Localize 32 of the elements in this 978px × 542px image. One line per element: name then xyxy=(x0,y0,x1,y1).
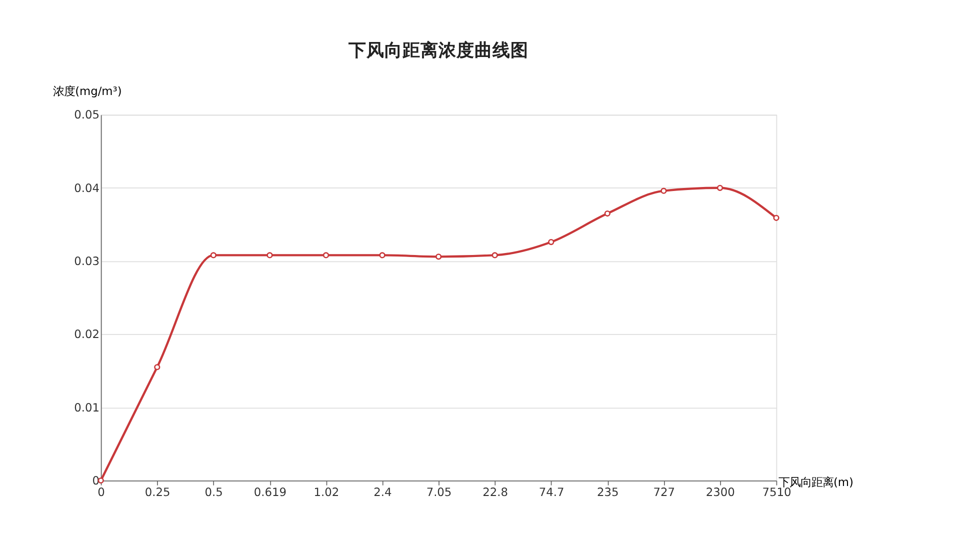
point xyxy=(773,214,780,221)
point xyxy=(322,252,330,258)
y-tick-label: 0.05 xyxy=(74,108,100,122)
x-tick-label: 1.02 xyxy=(314,484,340,499)
x-tick-label: 7.05 xyxy=(426,484,452,499)
point xyxy=(548,238,554,246)
x-tick-label: 22.8 xyxy=(482,484,508,499)
x-tick-label: 7510 xyxy=(762,484,792,499)
x-tick-label: 0.5 xyxy=(204,484,223,499)
x-tick-label: 2300 xyxy=(706,484,735,499)
point xyxy=(492,252,498,258)
y-tick-label: 0.02 xyxy=(74,327,100,342)
x-tick-label: 235 xyxy=(596,484,619,499)
x-tick-label: 2.4 xyxy=(374,484,392,499)
x-tick-label: 727 xyxy=(653,484,676,499)
y-tick-label: 0.01 xyxy=(74,400,100,414)
chart-title: 下风向距离浓度曲线图 xyxy=(348,40,529,61)
point xyxy=(266,252,273,258)
point xyxy=(210,252,216,258)
x-tick-label: 0.25 xyxy=(144,484,170,499)
point xyxy=(660,188,667,194)
x-tick-label: 0.619 xyxy=(254,484,286,499)
x-tick-label: 74.7 xyxy=(538,484,564,499)
point xyxy=(604,210,610,217)
point xyxy=(379,252,386,258)
y-tick-label: 0.04 xyxy=(74,180,100,195)
point xyxy=(154,364,160,370)
y-axis-title: 浓度(mg/m³) xyxy=(53,84,122,98)
point xyxy=(716,184,724,191)
y-tick-label: 0 xyxy=(92,473,100,488)
y-tick-label: 0.03 xyxy=(74,254,100,268)
point xyxy=(436,254,442,260)
